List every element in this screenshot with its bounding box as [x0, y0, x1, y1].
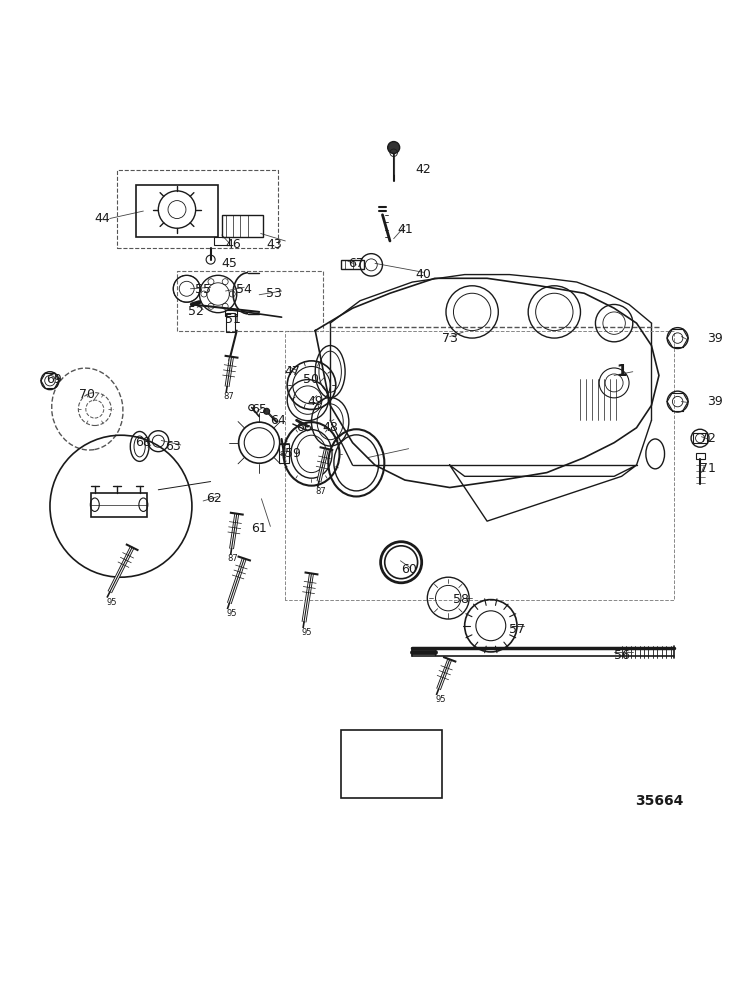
Text: 95: 95 — [226, 609, 237, 619]
Text: 95: 95 — [436, 695, 446, 704]
Bar — [278, 445, 289, 463]
Text: 52: 52 — [188, 306, 203, 319]
Text: 44: 44 — [94, 212, 110, 225]
Text: 7: 7 — [226, 363, 232, 373]
Text: 48: 48 — [322, 422, 338, 435]
Text: 53: 53 — [266, 287, 282, 300]
Text: 51: 51 — [225, 313, 241, 326]
Text: 39: 39 — [707, 332, 723, 345]
Text: 55: 55 — [195, 283, 211, 296]
Text: 40: 40 — [416, 268, 431, 281]
Bar — [136, 185, 218, 238]
Text: 71: 71 — [700, 462, 715, 475]
Text: 70: 70 — [80, 388, 95, 401]
Text: 73: 73 — [442, 332, 458, 345]
Text: 62: 62 — [206, 492, 222, 505]
Text: 64: 64 — [270, 414, 286, 427]
Text: 46: 46 — [225, 239, 241, 251]
Bar — [222, 215, 263, 238]
Text: 87: 87 — [228, 554, 238, 563]
Text: 95: 95 — [106, 598, 117, 607]
Bar — [695, 453, 704, 459]
Text: 39: 39 — [707, 395, 723, 408]
Text: 43: 43 — [266, 239, 282, 251]
Circle shape — [264, 408, 270, 414]
Text: 58: 58 — [453, 593, 469, 606]
Text: 47: 47 — [285, 365, 301, 378]
Text: 41: 41 — [397, 223, 412, 237]
Text: 95: 95 — [301, 628, 311, 637]
Text: 49: 49 — [308, 395, 323, 408]
Bar — [225, 310, 237, 316]
Bar — [214, 238, 230, 245]
Text: 59: 59 — [285, 447, 301, 460]
Bar — [341, 260, 364, 269]
Text: 67: 67 — [349, 256, 364, 270]
Text: 69: 69 — [46, 372, 62, 386]
Text: 66: 66 — [296, 422, 312, 435]
Text: 87: 87 — [316, 487, 326, 496]
Bar — [91, 493, 147, 518]
Bar — [341, 731, 442, 798]
Text: 42: 42 — [416, 163, 431, 176]
Text: 50: 50 — [304, 372, 320, 386]
Bar — [693, 433, 706, 444]
Circle shape — [388, 142, 400, 153]
Bar — [117, 170, 278, 248]
Text: 72: 72 — [700, 433, 715, 446]
Text: 60: 60 — [400, 563, 416, 576]
Text: 64: 64 — [423, 765, 439, 778]
Text: 56: 56 — [614, 649, 629, 662]
Text: 63: 63 — [165, 440, 182, 453]
Text: 1: 1 — [616, 364, 627, 379]
Text: 54: 54 — [236, 283, 252, 296]
Bar — [226, 314, 236, 332]
Text: 57: 57 — [509, 623, 525, 636]
Text: 65: 65 — [363, 776, 380, 789]
Text: 68: 68 — [136, 437, 152, 449]
Text: 45: 45 — [221, 256, 237, 270]
Text: 87: 87 — [279, 450, 288, 457]
Text: 61: 61 — [251, 522, 267, 536]
Text: 65: 65 — [251, 403, 267, 416]
Text: 87: 87 — [224, 392, 234, 401]
Text: 35664: 35664 — [634, 794, 683, 809]
